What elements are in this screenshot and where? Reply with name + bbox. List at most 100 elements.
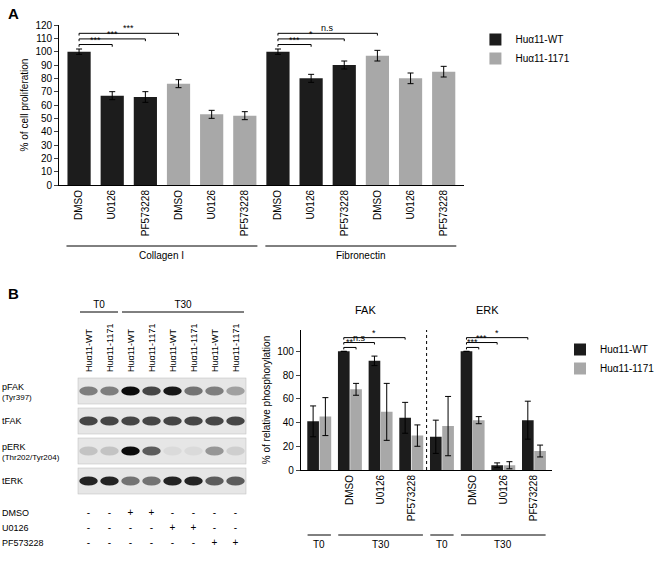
svg-text:T0: T0 xyxy=(436,539,448,550)
svg-text:n.s: n.s xyxy=(353,333,366,343)
svg-text:A: A xyxy=(8,5,19,22)
svg-text:*: * xyxy=(372,328,376,338)
svg-text:80: 80 xyxy=(41,73,53,84)
svg-text:Huα11-1171: Huα11-1171 xyxy=(600,363,654,374)
svg-text:100: 100 xyxy=(277,346,294,357)
svg-text:30: 30 xyxy=(41,140,53,151)
svg-text:DMSO: DMSO xyxy=(272,190,283,220)
svg-text:Huα11-WT: Huα11-WT xyxy=(126,328,136,372)
svg-text:-: - xyxy=(171,537,174,548)
svg-text:PF573228: PF573228 xyxy=(140,190,151,237)
svg-text:pERK: pERK xyxy=(2,442,26,452)
svg-text:+: + xyxy=(128,507,134,518)
svg-text:Huα11-1171: Huα11-1171 xyxy=(189,324,199,372)
svg-text:-: - xyxy=(108,537,111,548)
svg-text:-: - xyxy=(108,507,111,518)
svg-text:tERK: tERK xyxy=(2,476,23,486)
svg-text:U0126: U0126 xyxy=(106,190,117,220)
svg-text:B: B xyxy=(8,285,19,302)
svg-text:U0126: U0126 xyxy=(498,475,509,505)
svg-text:-: - xyxy=(192,537,195,548)
svg-text:(Tyr397): (Tyr397) xyxy=(2,393,32,402)
svg-text:DMSO: DMSO xyxy=(372,190,383,220)
svg-text:U0126: U0126 xyxy=(206,190,217,220)
svg-text:DMSO: DMSO xyxy=(2,508,29,518)
svg-text:U0126: U0126 xyxy=(2,523,29,533)
svg-text:n.s: n.s xyxy=(321,23,334,33)
svg-text:T30: T30 xyxy=(494,539,512,550)
svg-text:-: - xyxy=(213,507,216,518)
svg-text:% of cell proliferation: % of cell proliferation xyxy=(19,59,30,152)
svg-text:Huα11-1171: Huα11-1171 xyxy=(515,53,569,64)
svg-text:+: + xyxy=(170,522,176,533)
svg-text:+: + xyxy=(191,522,197,533)
svg-text:70: 70 xyxy=(41,86,53,97)
svg-text:10: 10 xyxy=(41,166,53,177)
svg-text:80: 80 xyxy=(283,370,295,381)
svg-text:T30: T30 xyxy=(174,299,192,310)
svg-text:***: *** xyxy=(467,337,478,347)
svg-text:20: 20 xyxy=(283,441,295,452)
svg-text:-: - xyxy=(234,507,237,518)
svg-text:-: - xyxy=(150,522,153,533)
svg-text:DMSO: DMSO xyxy=(344,475,355,505)
svg-text:Huα11-WT: Huα11-WT xyxy=(84,328,94,372)
svg-text:T0: T0 xyxy=(93,299,105,310)
svg-text:U0126: U0126 xyxy=(375,475,386,505)
svg-text:***: *** xyxy=(123,23,134,33)
svg-text:FAK: FAK xyxy=(355,304,376,316)
svg-text:-: - xyxy=(129,522,132,533)
svg-text:U0126: U0126 xyxy=(405,190,416,220)
svg-text:0: 0 xyxy=(288,465,294,476)
svg-text:50: 50 xyxy=(41,113,53,124)
svg-text:Huα11-WT: Huα11-WT xyxy=(600,344,648,355)
svg-text:T30: T30 xyxy=(372,539,390,550)
svg-text:*: * xyxy=(495,328,499,338)
svg-text:PF573228: PF573228 xyxy=(406,475,417,522)
svg-text:-: - xyxy=(129,537,132,548)
svg-text:PF573228: PF573228 xyxy=(438,190,449,237)
svg-text:pFAK: pFAK xyxy=(2,382,24,392)
svg-text:-: - xyxy=(171,507,174,518)
svg-text:Huα11-1171: Huα11-1171 xyxy=(105,324,115,372)
svg-text:-: - xyxy=(150,537,153,548)
svg-text:40: 40 xyxy=(41,126,53,137)
svg-text:110: 110 xyxy=(36,33,52,44)
svg-text:20: 20 xyxy=(41,153,53,164)
svg-text:Collagen I: Collagen I xyxy=(139,250,184,261)
svg-text:DMSO: DMSO xyxy=(73,190,84,220)
svg-text:DMSO: DMSO xyxy=(173,190,184,220)
svg-text:90: 90 xyxy=(41,60,53,71)
svg-text:PF573228: PF573228 xyxy=(239,190,250,237)
svg-text:Huα11-1171: Huα11-1171 xyxy=(231,324,241,372)
svg-text:-: - xyxy=(108,522,111,533)
svg-text:Huα11-WT: Huα11-WT xyxy=(210,328,220,372)
svg-text:Huα11-1171: Huα11-1171 xyxy=(147,324,157,372)
svg-text:U0126: U0126 xyxy=(305,190,316,220)
svg-text:*: * xyxy=(309,29,313,39)
svg-text:***: *** xyxy=(476,333,487,343)
svg-text:Huα11-WT: Huα11-WT xyxy=(168,328,178,372)
svg-text:PF573228: PF573228 xyxy=(528,475,539,522)
svg-text:***: *** xyxy=(107,29,118,39)
svg-text:DMSO: DMSO xyxy=(467,475,478,505)
svg-text:-: - xyxy=(87,522,90,533)
svg-text:100: 100 xyxy=(35,46,52,57)
svg-text:40: 40 xyxy=(283,417,295,428)
svg-text:***: *** xyxy=(289,35,300,45)
svg-text:-: - xyxy=(234,522,237,533)
svg-text:60: 60 xyxy=(283,393,295,404)
svg-text:PF573228: PF573228 xyxy=(339,190,350,237)
svg-text:-: - xyxy=(87,537,90,548)
svg-text:60: 60 xyxy=(41,100,53,111)
svg-text:120: 120 xyxy=(35,20,52,31)
svg-text:+: + xyxy=(149,507,155,518)
svg-text:+: + xyxy=(212,537,218,548)
svg-text:-: - xyxy=(192,507,195,518)
svg-text:-: - xyxy=(213,522,216,533)
svg-text:Huα11-WT: Huα11-WT xyxy=(515,34,563,45)
svg-text:(Thr202/Tyr204): (Thr202/Tyr204) xyxy=(2,453,60,462)
svg-text:0: 0 xyxy=(47,180,53,191)
svg-text:% of relative phosphorylation: % of relative phosphorylation xyxy=(261,336,272,464)
svg-text:***: *** xyxy=(90,35,101,45)
